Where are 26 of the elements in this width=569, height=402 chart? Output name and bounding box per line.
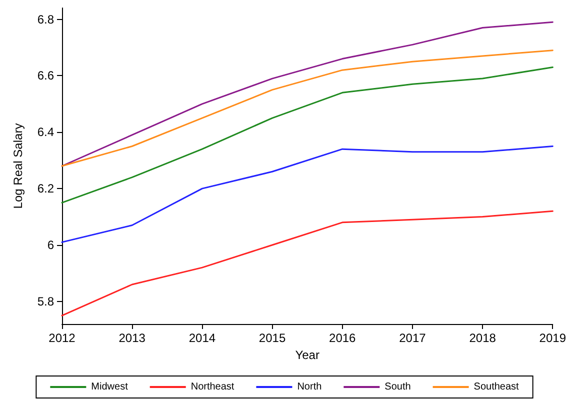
- y-tick-label: 5.8: [37, 294, 54, 308]
- x-tick-label: 2013: [118, 331, 146, 345]
- line-series: [61, 50, 554, 167]
- line-series: [61, 146, 554, 243]
- x-tick-label: 2014: [188, 331, 216, 345]
- x-tick-label: 2015: [258, 331, 286, 345]
- legend-label: South: [384, 382, 411, 392]
- line-series: [61, 66, 554, 204]
- y-tick-label: 6.2: [37, 182, 54, 196]
- x-axis-title: Year: [295, 348, 320, 362]
- y-tick-label: 6.4: [37, 125, 54, 140]
- legend-label: Northeast: [190, 382, 234, 392]
- legend-label: North: [297, 382, 322, 392]
- line-series: [61, 21, 554, 167]
- line-series: [61, 210, 554, 316]
- x-tick-label: 2016: [329, 331, 356, 345]
- x-tick-label: 2012: [48, 331, 76, 345]
- legend-label: Southeast: [474, 382, 520, 392]
- x-tick-label: 2019: [539, 331, 566, 345]
- x-tick-label: 2017: [399, 331, 426, 345]
- legend-label: Midwest: [91, 382, 128, 392]
- y-axis-title: Log Real Salary: [11, 123, 25, 209]
- x-tick-label: 2018: [469, 331, 496, 345]
- y-tick-label: 6: [47, 238, 54, 252]
- y-tick-label: 6.8: [37, 12, 54, 26]
- y-tick-label: 6.6: [37, 68, 54, 83]
